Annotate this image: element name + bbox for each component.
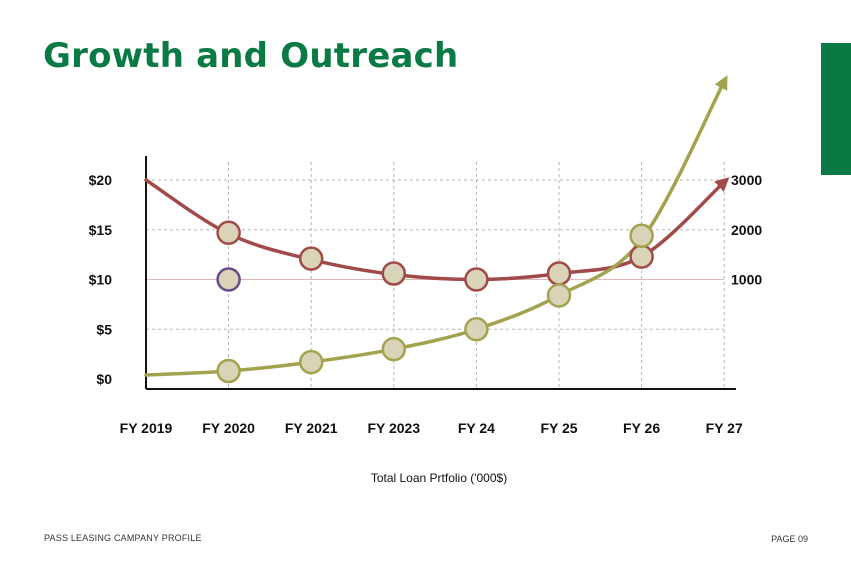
- red-series-point: [216, 220, 241, 245]
- olive-series-point: [546, 283, 572, 308]
- y-tick-label: $20: [89, 172, 113, 188]
- y-tick-label: $15: [89, 222, 113, 238]
- x-tick-label: FY 24: [458, 420, 495, 436]
- olive-series-point: [298, 349, 324, 375]
- x-tick-label: FY 27: [706, 420, 743, 436]
- olive-series-point: [216, 358, 241, 384]
- x-tick-label: FY 26: [623, 420, 660, 436]
- x-tick-label: FY 2020: [202, 420, 255, 436]
- olive-series-point: [381, 336, 407, 362]
- y-right-tick-label: 1000: [731, 272, 762, 288]
- y-tick-label: $0: [96, 371, 112, 387]
- y-right-tick-label: 3000: [731, 172, 762, 188]
- x-tick-label: FY 2019: [120, 420, 173, 436]
- page-title: Growth and Outreach: [43, 36, 459, 76]
- accent-bar: [821, 43, 851, 175]
- olive-series-point: [629, 223, 654, 248]
- red-series-point: [546, 261, 572, 286]
- line-chart: $0 $5 $10 $15 $20 1000 2000 3000 FY 2019 FY 2020 F…: [89, 75, 762, 485]
- footer-page-number: PAGE 09: [771, 534, 808, 544]
- y-tick-label: $5: [96, 321, 112, 337]
- olive-series-point: [464, 317, 489, 342]
- x-tick-label: FY 25: [540, 420, 577, 436]
- footer-company: PASS LEASING CAMPANY PROFILE: [44, 533, 202, 543]
- red-series-point: [298, 246, 324, 271]
- red-series-point: [464, 267, 489, 292]
- y-tick-label: $10: [89, 272, 113, 288]
- extra-point: [216, 267, 241, 292]
- y-right-tick-label: 2000: [731, 222, 762, 238]
- red-series-point: [629, 244, 654, 269]
- x-tick-label: FY 2023: [367, 420, 420, 436]
- x-axis-title: Total Loan Prtfolio ('000$): [371, 471, 507, 485]
- red-series-point: [381, 261, 407, 286]
- x-tick-label: FY 2021: [285, 420, 338, 436]
